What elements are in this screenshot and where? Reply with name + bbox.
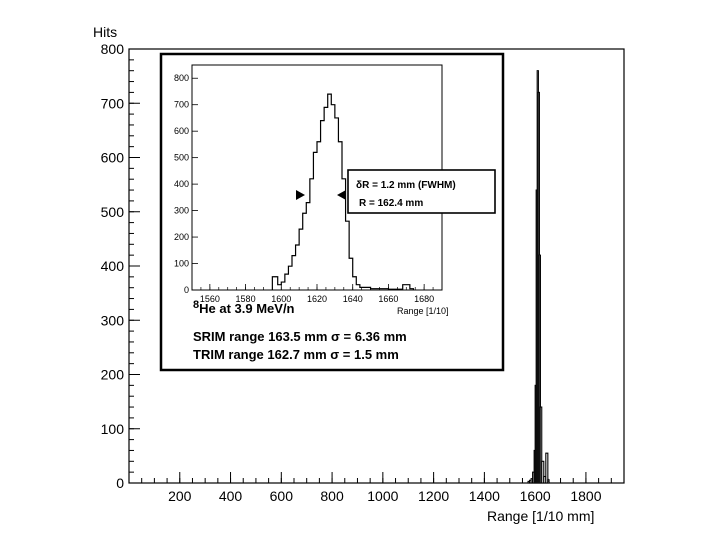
inset-y-tick-label: 300 <box>174 206 189 216</box>
inset-x-tick-label: 1660 <box>378 294 398 304</box>
fwhm-symbol: δ <box>356 180 362 191</box>
fwhm-value: R = 1.2 mm (FWHM) <box>362 180 456 191</box>
fwhm-left-arrow <box>296 190 305 200</box>
fwhm-info-box <box>347 169 496 214</box>
ion-name: He at 3.9 MeV/n <box>199 301 294 316</box>
main-x-tick-label: 1200 <box>418 488 449 504</box>
main-x-axis-label: Range [1/10 mm] <box>487 508 594 524</box>
inset-y-tick-label: 200 <box>174 232 189 242</box>
inset-histogram <box>271 93 415 290</box>
main-x-tick-label: 1400 <box>469 488 500 504</box>
ion-mass-number: 8 <box>193 299 199 311</box>
srim-label: SRIM range 163.5 mm σ = 6.36 mm <box>193 329 407 344</box>
inset-x-tick-label: 1620 <box>307 294 327 304</box>
inset-x-tick-label: 1560 <box>200 294 220 304</box>
main-y-axis-label: Hits <box>93 24 117 40</box>
main-y-tick-label: 600 <box>101 150 125 166</box>
fwhm-right-arrow <box>337 190 346 200</box>
main-y-tick-label: 700 <box>101 95 125 111</box>
main-y-tick-label: 100 <box>101 421 125 437</box>
main-y-tick-label: 400 <box>101 258 125 274</box>
inset-x-tick-label: 1680 <box>414 294 434 304</box>
fwhm-text: δR = 1.2 mm (FWHM) <box>356 180 456 191</box>
main-x-tick-label: 1800 <box>570 488 601 504</box>
main-x-tick-label: 200 <box>168 488 192 504</box>
main-histogram-bar <box>547 479 550 484</box>
main-y-tick-label: 500 <box>101 204 125 220</box>
main-x-tick-label: 400 <box>219 488 243 504</box>
main-y-tick-label: 200 <box>101 367 125 383</box>
inset-y-tick-label: 500 <box>174 153 189 163</box>
inset-y-tick-label: 100 <box>174 259 189 269</box>
range-text: R = 162.4 mm <box>359 198 423 209</box>
main-histogram-bar <box>539 406 543 484</box>
main-y-tick-label: 0 <box>116 475 124 491</box>
main-x-tick-label: 800 <box>320 488 344 504</box>
main-y-tick-label: 800 <box>101 41 125 57</box>
main-x-tick-label: 1000 <box>367 488 398 504</box>
main-y-tick-label: 300 <box>101 312 125 328</box>
main-x-tick-label: 600 <box>270 488 294 504</box>
inset-x-tick-label: 1580 <box>236 294 256 304</box>
inset-x-tick-label: 1640 <box>343 294 363 304</box>
inset-y-tick-label: 600 <box>174 126 189 136</box>
inset-y-tick-label: 400 <box>174 179 189 189</box>
main-axis-ticks: 0 100 200 300 400 500 600 700 800 200 400 600 800 100… <box>101 41 612 504</box>
inset-axis-ticks: 0 100 200 300 400 500 600 700 800 1560 1580 1600 162… <box>174 73 443 304</box>
inset-y-tick-label: 0 <box>184 285 189 295</box>
main-histogram-bars <box>527 70 550 484</box>
ion-label: 8He at 3.9 MeV/n <box>193 299 295 316</box>
inset-y-tick-label: 700 <box>174 100 189 110</box>
inset-x-tick-label: 1600 <box>271 294 291 304</box>
main-histogram-bar <box>541 460 545 484</box>
inset-x-axis-label: Range [1/10] <box>397 306 449 316</box>
main-x-tick-label: 1600 <box>520 488 551 504</box>
inset-y-tick-label: 800 <box>174 73 189 83</box>
main-histogram-bar <box>545 452 549 484</box>
trim-label: TRIM range 162.7 mm σ = 1.5 mm <box>193 347 399 362</box>
inset-histogram-line <box>271 93 415 290</box>
